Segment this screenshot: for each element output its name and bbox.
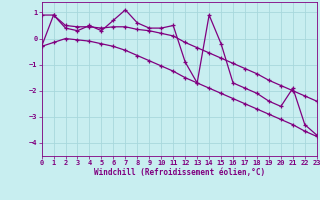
X-axis label: Windchill (Refroidissement éolien,°C): Windchill (Refroidissement éolien,°C) <box>94 168 265 177</box>
